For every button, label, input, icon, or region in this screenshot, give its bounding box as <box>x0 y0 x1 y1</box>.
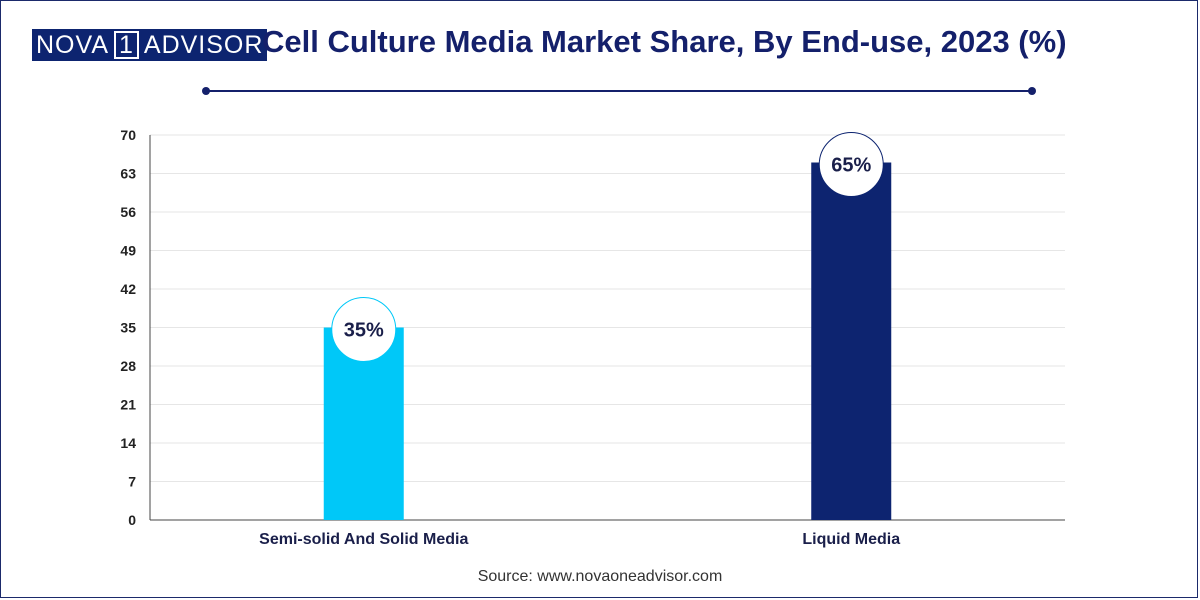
bar <box>811 162 892 520</box>
y-tick-label: 70 <box>120 127 136 143</box>
data-label: 35% <box>344 320 384 342</box>
x-category-label: Semi-solid And Solid Media <box>259 531 468 548</box>
y-tick-label: 35 <box>120 320 136 336</box>
y-tick-label: 14 <box>120 435 136 451</box>
y-tick-label: 28 <box>120 358 136 374</box>
y-tick-label: 56 <box>120 204 136 220</box>
brand-logo: NOVA 1 ADVISOR <box>32 28 268 62</box>
logo-one-text: 1 <box>112 29 141 61</box>
data-label-bubble <box>331 297 397 362</box>
data-label: 65% <box>831 155 871 177</box>
x-category-label: Liquid Media <box>802 531 900 548</box>
divider-dot-right <box>1028 87 1036 95</box>
data-label-bubble <box>818 132 884 197</box>
y-tick-label: 63 <box>120 166 136 182</box>
y-tick-label: 49 <box>120 243 136 259</box>
chart-title: Cell Culture Media Market Share, By End-… <box>262 24 1067 59</box>
logo-advisor-text: ADVISOR <box>139 29 268 61</box>
y-tick-label: 42 <box>120 281 136 297</box>
y-tick-label: 7 <box>128 474 136 490</box>
divider-dot-left <box>202 87 210 95</box>
title-divider <box>206 90 1032 92</box>
logo-nova-text: NOVA <box>32 29 113 61</box>
source-note: Source: www.novaoneadvisor.com <box>477 568 723 585</box>
y-tick-label: 21 <box>120 397 136 413</box>
y-tick-label: 0 <box>128 512 136 528</box>
